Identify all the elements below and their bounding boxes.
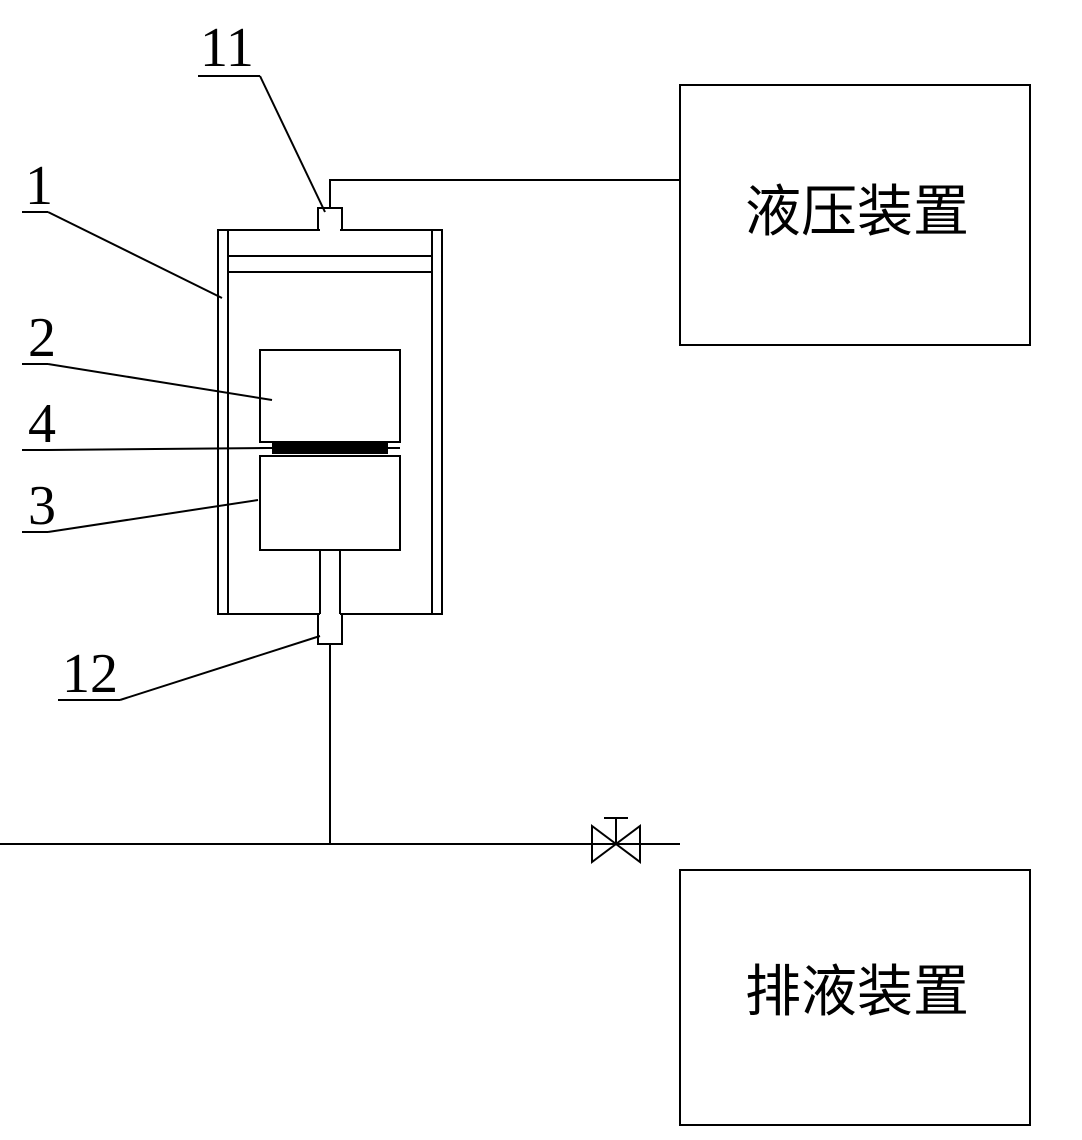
leader-2 <box>48 364 272 400</box>
leader-4 <box>48 448 268 450</box>
drainage-label: 排液装置 <box>745 965 969 1021</box>
inlet-line <box>330 180 680 208</box>
lower-block <box>260 456 400 550</box>
upper-block <box>260 350 400 442</box>
label-3: 3 <box>28 478 56 534</box>
label-12: 12 <box>62 646 118 702</box>
outlet-port <box>318 614 342 644</box>
label-4: 4 <box>28 396 56 452</box>
label-11: 11 <box>200 20 254 76</box>
label-1: 1 <box>25 158 53 214</box>
valve-icon <box>592 818 640 862</box>
hydraulic-label: 液压装置 <box>745 185 969 241</box>
inlet-port <box>318 208 342 230</box>
leader-12 <box>120 636 320 700</box>
schematic-diagram: 11 1 2 4 3 12 液压装置 排液装置 <box>0 0 1082 1135</box>
sample-bar <box>272 442 388 454</box>
label-2: 2 <box>28 310 56 366</box>
leader-3 <box>48 500 258 532</box>
leader-1 <box>48 212 222 298</box>
leader-11 <box>260 76 325 212</box>
chamber-outer <box>218 230 442 614</box>
outlet-line-1 <box>330 644 592 844</box>
